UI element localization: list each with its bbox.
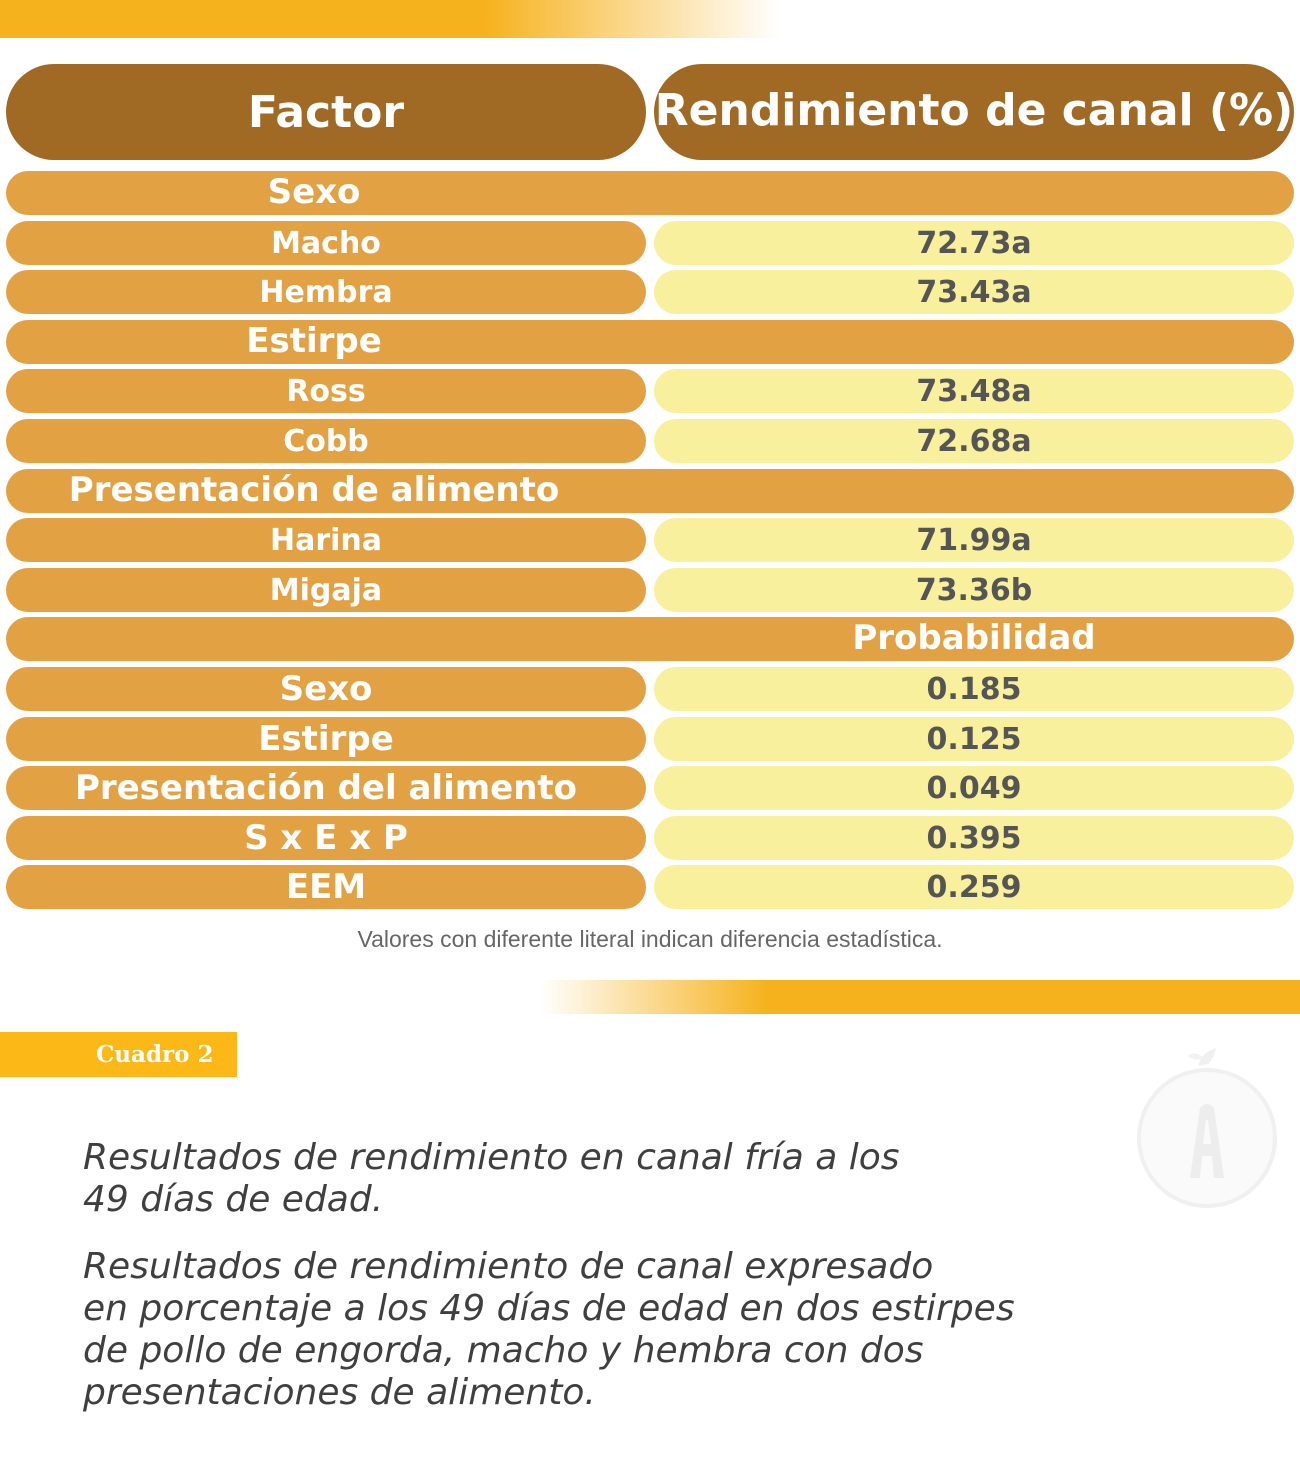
header-rendimiento: Rendimiento de canal (%): [654, 64, 1294, 160]
factor-cell: Hembra: [6, 270, 646, 314]
section-label: Estirpe: [246, 321, 382, 361]
apple-bird-logo-icon: [1137, 1048, 1277, 1208]
factor-cell: EEM: [6, 865, 646, 909]
value-cell: 73.36b: [654, 568, 1294, 612]
table-row: Presentación del alimento 0.049: [0, 766, 1300, 810]
section-label: Sexo: [267, 172, 361, 212]
table-row: Migaja 73.36b: [0, 568, 1300, 612]
table-footnote: Valores con diferente literal indican di…: [357, 926, 943, 952]
table-row: Hembra 73.43a: [0, 270, 1300, 314]
factor-cell: Cobb: [6, 419, 646, 463]
value-cell: 72.73a: [654, 221, 1294, 265]
section-row: Probabilidad: [0, 617, 1300, 661]
table-row: Cobb 72.68a: [0, 419, 1300, 463]
table-row: Sexo 0.185: [0, 667, 1300, 711]
header-factor: Factor: [6, 64, 646, 160]
factor-cell: Harina: [6, 518, 646, 562]
factor-cell: S x E x P: [6, 816, 646, 860]
caption-description: Resultados de rendimiento de canal expre…: [83, 1246, 1183, 1414]
section-label: Presentación de alimento: [68, 470, 560, 510]
factor-cell: Presentación del alimento: [6, 766, 646, 810]
factor-cell: Estirpe: [6, 717, 646, 761]
factor-cell: Macho: [6, 221, 646, 265]
section-row: Presentación de alimento: [0, 469, 1300, 513]
caption-title: Resultados de rendimiento en canal fría …: [83, 1137, 1183, 1221]
section-header: Presentación de alimento: [6, 469, 1294, 513]
factor-cell: Sexo: [6, 667, 646, 711]
table-row: Harina 71.99a: [0, 518, 1300, 562]
factor-cell: Ross: [6, 369, 646, 413]
section-header: Estirpe: [6, 320, 1294, 364]
section-row: Sexo: [0, 171, 1300, 215]
value-cell: 0.395: [654, 816, 1294, 860]
top-accent-stripe: [0, 0, 780, 38]
value-cell: 0.125: [654, 717, 1294, 761]
cuadro-badge: Cuadro 2: [0, 1032, 237, 1077]
section-row: Estirpe: [0, 320, 1300, 364]
table-row: Estirpe 0.125: [0, 717, 1300, 761]
middle-accent-stripe: [540, 980, 1300, 1014]
section-header: Probabilidad: [6, 617, 1294, 661]
value-cell: 0.259: [654, 865, 1294, 909]
table-row: EEM 0.259: [0, 865, 1300, 909]
caption-desc-line-3: de pollo de engorda, macho y hembra con …: [83, 1330, 924, 1371]
caption-desc-line-4: presentaciones de alimento.: [83, 1372, 596, 1413]
value-cell: 71.99a: [654, 518, 1294, 562]
factor-cell: Migaja: [6, 568, 646, 612]
caption-title-line-1: Resultados de rendimiento en canal fría …: [83, 1137, 900, 1178]
value-cell: 73.43a: [654, 270, 1294, 314]
table-row: Ross 73.48a: [0, 369, 1300, 413]
value-cell: 72.68a: [654, 419, 1294, 463]
table-row: S x E x P 0.395: [0, 816, 1300, 860]
value-cell: 73.48a: [654, 369, 1294, 413]
section-label: Probabilidad: [852, 618, 1096, 658]
caption-desc-line-2: en porcentaje a los 49 días de edad en d…: [83, 1288, 1015, 1329]
value-cell: 0.049: [654, 766, 1294, 810]
value-cell: 0.185: [654, 667, 1294, 711]
caption-desc-line-1: Resultados de rendimiento de canal expre…: [83, 1246, 934, 1287]
table-row: Macho 72.73a: [0, 221, 1300, 265]
caption-title-line-2: 49 días de edad.: [83, 1179, 384, 1220]
section-header: Sexo: [6, 171, 1294, 215]
